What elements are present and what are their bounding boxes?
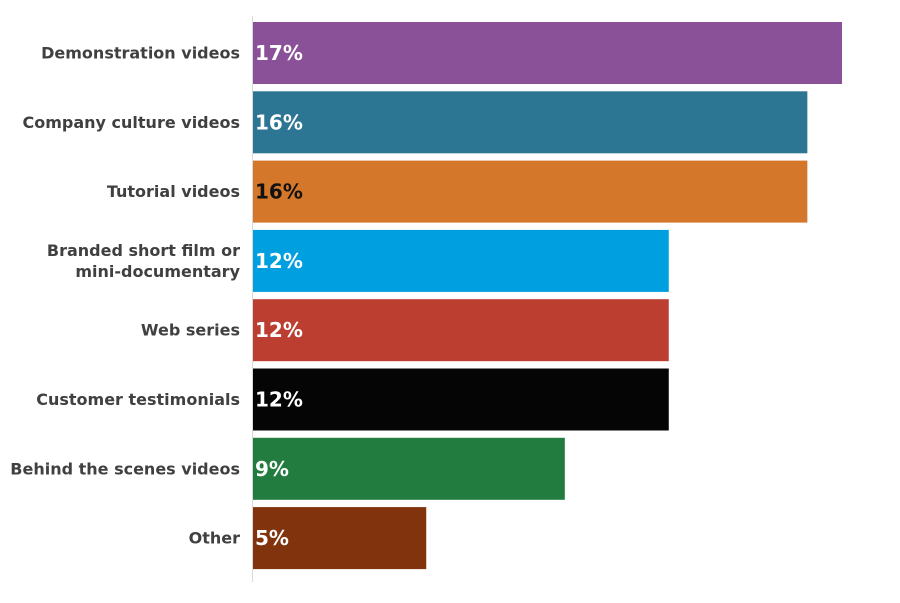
value-label-2: 16% [255, 110, 303, 134]
category-label-line: Customer testimonials [36, 390, 240, 409]
category-label-line: Other [189, 529, 240, 548]
bar-3 [253, 160, 808, 223]
bar-2 [253, 91, 808, 154]
category-label-1: Demonstration videos [41, 44, 240, 63]
category-label-line: Tutorial videos [107, 182, 240, 201]
bar-1 [253, 22, 842, 84]
category-label-2: Company culture videos [23, 113, 241, 132]
category-label-line: Demonstration videos [41, 44, 240, 63]
category-label-6: Customer testimonials [36, 390, 240, 409]
category-label-line: Web series [141, 321, 240, 340]
value-label-4: 12% [255, 249, 303, 273]
value-label-8: 5% [255, 526, 289, 550]
category-label-line: Behind the scenes videos [10, 459, 240, 478]
bar-7 [253, 437, 565, 500]
category-label-8: Other [189, 529, 240, 548]
bar-8 [253, 507, 427, 570]
category-label-5: Web series [141, 321, 240, 340]
value-labels-group: 17% 16% 16% 12% 12% 12% 9% 5% [255, 41, 303, 550]
category-label-4: Branded short film or mini-documentary [47, 241, 241, 281]
value-label-1: 17% [255, 41, 303, 65]
category-label-line: Branded short film or [47, 241, 240, 260]
category-label-7: Behind the scenes videos [10, 459, 240, 478]
category-label-line: Company culture videos [23, 113, 241, 132]
value-label-7: 9% [255, 457, 289, 481]
value-label-6: 12% [255, 388, 303, 412]
bar-5 [253, 299, 669, 362]
bar-6 [253, 368, 669, 431]
category-label-3: Tutorial videos [107, 182, 240, 201]
bar-4 [253, 229, 669, 292]
bars-group [253, 22, 842, 570]
value-label-5: 12% [255, 318, 303, 342]
value-label-3: 16% [255, 180, 303, 204]
category-labels-group: Demonstration videos Company culture vide… [10, 44, 240, 548]
category-label-line: mini-documentary [75, 262, 240, 281]
